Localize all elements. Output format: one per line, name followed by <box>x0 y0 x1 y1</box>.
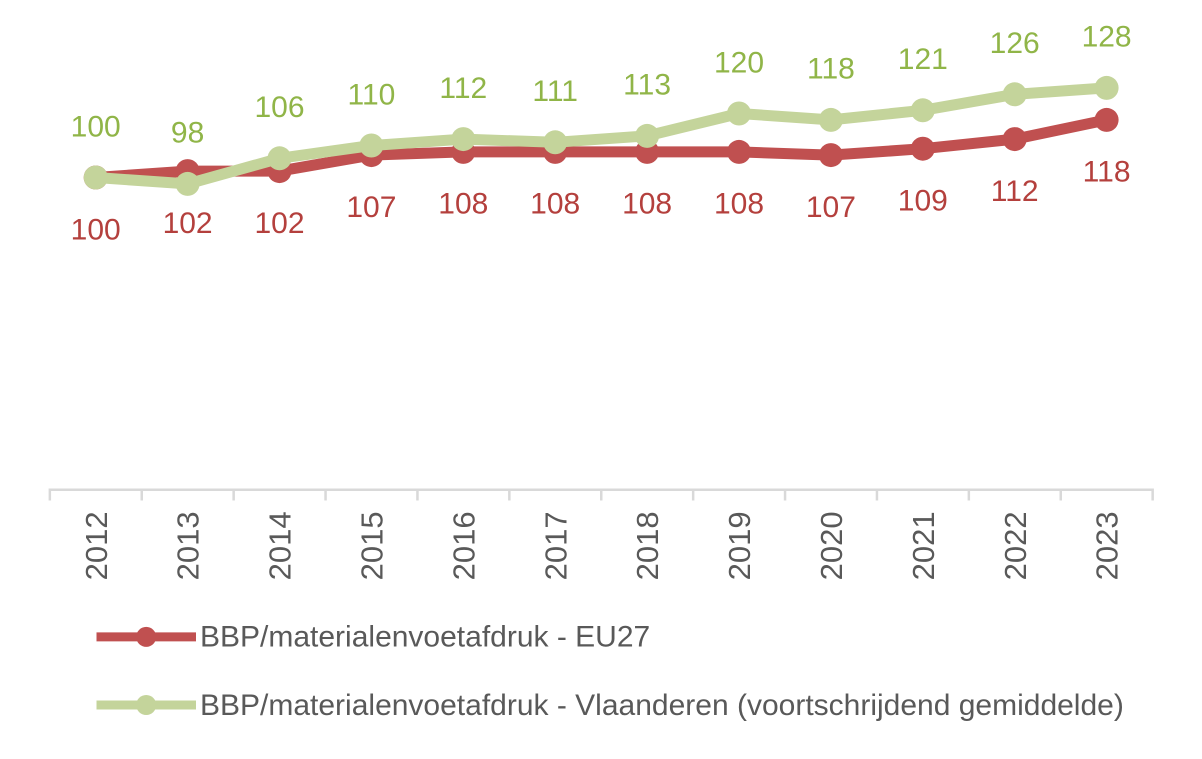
svg-text:2015: 2015 <box>355 511 390 580</box>
svg-text:111: 111 <box>532 75 578 108</box>
svg-text:2017: 2017 <box>538 511 573 580</box>
svg-text:100: 100 <box>71 110 121 143</box>
svg-text:2019: 2019 <box>722 511 757 580</box>
svg-text:121: 121 <box>898 43 948 76</box>
svg-text:118: 118 <box>807 53 855 86</box>
svg-text:2016: 2016 <box>446 511 481 580</box>
svg-text:BBP/materialenvoetafdruk - EU2: BBP/materialenvoetafdruk - EU27 <box>200 621 650 654</box>
svg-text:BBP/materialenvoetafdruk - Vla: BBP/materialenvoetafdruk - Vlaanderen (v… <box>200 689 1124 722</box>
svg-text:2020: 2020 <box>814 511 849 580</box>
svg-text:106: 106 <box>254 91 304 124</box>
svg-text:102: 102 <box>254 207 304 240</box>
svg-text:2023: 2023 <box>1090 511 1125 580</box>
svg-text:107: 107 <box>346 191 396 224</box>
svg-text:98: 98 <box>171 117 204 150</box>
svg-text:128: 128 <box>1082 21 1132 54</box>
svg-text:102: 102 <box>163 207 213 240</box>
svg-text:2013: 2013 <box>171 511 206 580</box>
svg-text:109: 109 <box>898 185 948 218</box>
svg-text:118: 118 <box>1083 156 1131 189</box>
svg-text:107: 107 <box>806 191 856 224</box>
svg-text:2012: 2012 <box>79 511 114 580</box>
svg-text:112: 112 <box>439 72 487 105</box>
svg-text:100: 100 <box>71 213 121 246</box>
svg-text:108: 108 <box>438 188 488 221</box>
svg-text:108: 108 <box>530 188 580 221</box>
svg-text:112: 112 <box>991 175 1039 208</box>
svg-text:120: 120 <box>714 46 764 79</box>
svg-text:2018: 2018 <box>630 511 665 580</box>
svg-text:113: 113 <box>623 69 671 102</box>
svg-text:2014: 2014 <box>263 511 298 580</box>
svg-text:2021: 2021 <box>906 511 941 580</box>
svg-text:126: 126 <box>990 27 1040 60</box>
svg-text:110: 110 <box>347 78 395 111</box>
svg-text:108: 108 <box>622 188 672 221</box>
svg-text:2022: 2022 <box>998 511 1033 580</box>
svg-text:108: 108 <box>714 188 764 221</box>
